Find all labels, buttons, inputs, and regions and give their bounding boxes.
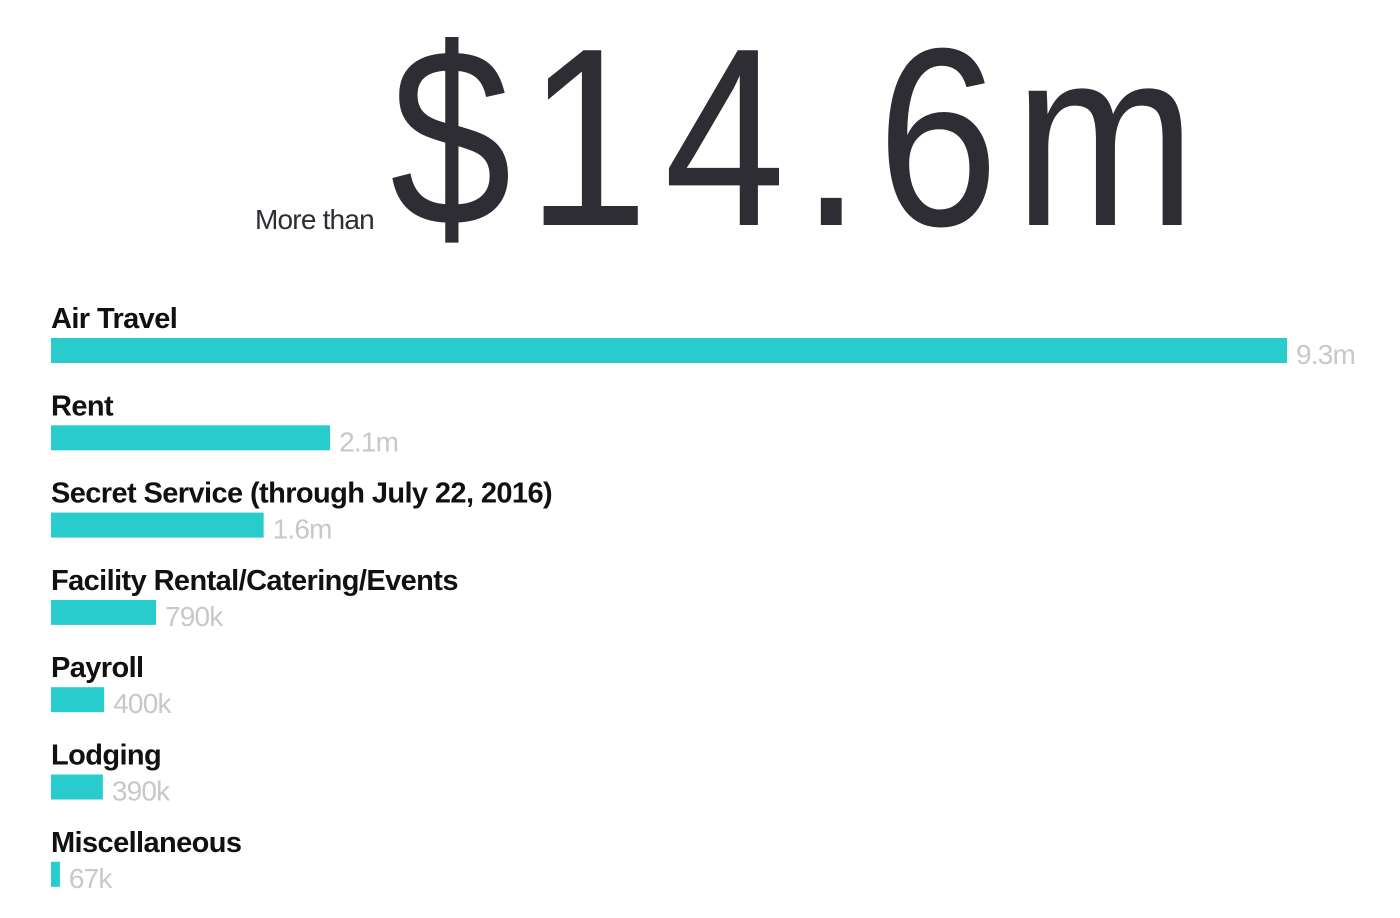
headline-prefix: More than	[255, 204, 375, 235]
value-label: 67k	[69, 863, 114, 894]
value-label: 9.3m	[1296, 339, 1355, 370]
value-label: 790k	[165, 601, 224, 632]
headline-total: $14.6m	[390, 0, 1212, 279]
category-label: Secret Service (through July 22, 2016)	[51, 478, 552, 510]
category-label: Payroll	[51, 652, 144, 684]
value-label: 390k	[112, 776, 171, 807]
bar	[51, 687, 105, 713]
bar	[51, 774, 103, 800]
category-label: Rent	[51, 390, 114, 422]
value-label: 400k	[113, 688, 172, 719]
bar	[51, 425, 331, 451]
category-label: Facility Rental/Catering/Events	[51, 565, 458, 597]
bar	[51, 861, 60, 887]
bar	[51, 338, 1287, 363]
headline: More than $14.6m	[0, 0, 1400, 280]
bar	[51, 512, 264, 538]
value-label: 2.1m	[339, 426, 398, 457]
bar	[51, 599, 156, 625]
category-label: Lodging	[51, 740, 161, 772]
category-label: Air Travel	[51, 303, 177, 335]
category-label: Miscellaneous	[51, 827, 241, 859]
value-label: 1.6m	[273, 514, 332, 545]
